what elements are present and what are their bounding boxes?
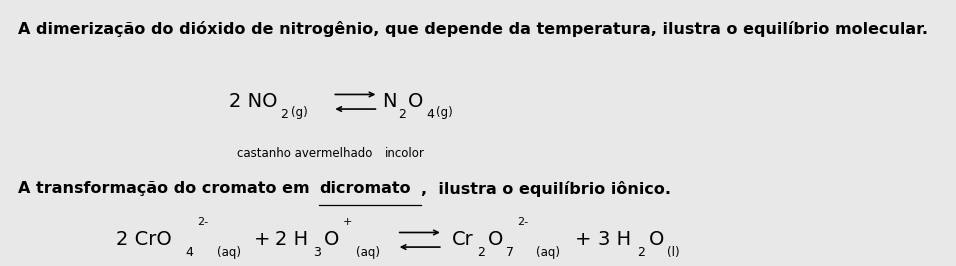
Text: O: O — [488, 230, 504, 249]
Text: (aq): (aq) — [217, 246, 241, 259]
Text: 4: 4 — [185, 246, 193, 259]
Text: +: + — [253, 230, 270, 249]
Text: A dimerização do dióxido de nitrogênio, que depende da temperatura, ilustra o eq: A dimerização do dióxido de nitrogênio, … — [18, 21, 928, 37]
Text: dicromato: dicromato — [319, 181, 411, 197]
Text: +: + — [342, 217, 352, 227]
Text: incolor: incolor — [384, 147, 424, 160]
Text: 2 NO: 2 NO — [228, 92, 277, 111]
Text: 3: 3 — [314, 246, 321, 259]
Text: (l): (l) — [667, 246, 680, 259]
Text: 2 CrO: 2 CrO — [117, 230, 172, 249]
Text: 2: 2 — [280, 108, 288, 121]
Text: A transformação do cromato em: A transformação do cromato em — [18, 181, 315, 197]
Text: (g): (g) — [436, 106, 452, 119]
Text: 4: 4 — [426, 108, 435, 121]
Text: O: O — [649, 230, 664, 249]
Text: O: O — [324, 230, 339, 249]
Text: +: + — [575, 230, 591, 249]
Text: 7: 7 — [507, 246, 514, 259]
Text: 2-: 2- — [198, 217, 208, 227]
Text: Cr: Cr — [452, 230, 474, 249]
Text: 2 H: 2 H — [275, 230, 308, 249]
Text: (aq): (aq) — [357, 246, 380, 259]
Text: 2: 2 — [638, 246, 645, 259]
Text: 2: 2 — [477, 246, 485, 259]
Text: N: N — [382, 92, 397, 111]
Text: (aq): (aq) — [536, 246, 560, 259]
Text: 2-: 2- — [517, 217, 529, 227]
Text: castanho avermelhado: castanho avermelhado — [236, 147, 372, 160]
Text: 2: 2 — [399, 108, 406, 121]
Text: (g): (g) — [291, 106, 308, 119]
Text: O: O — [408, 92, 424, 111]
Text: ,  ilustra o equilíbrio iônico.: , ilustra o equilíbrio iônico. — [422, 181, 671, 197]
Text: 3 H: 3 H — [598, 230, 631, 249]
